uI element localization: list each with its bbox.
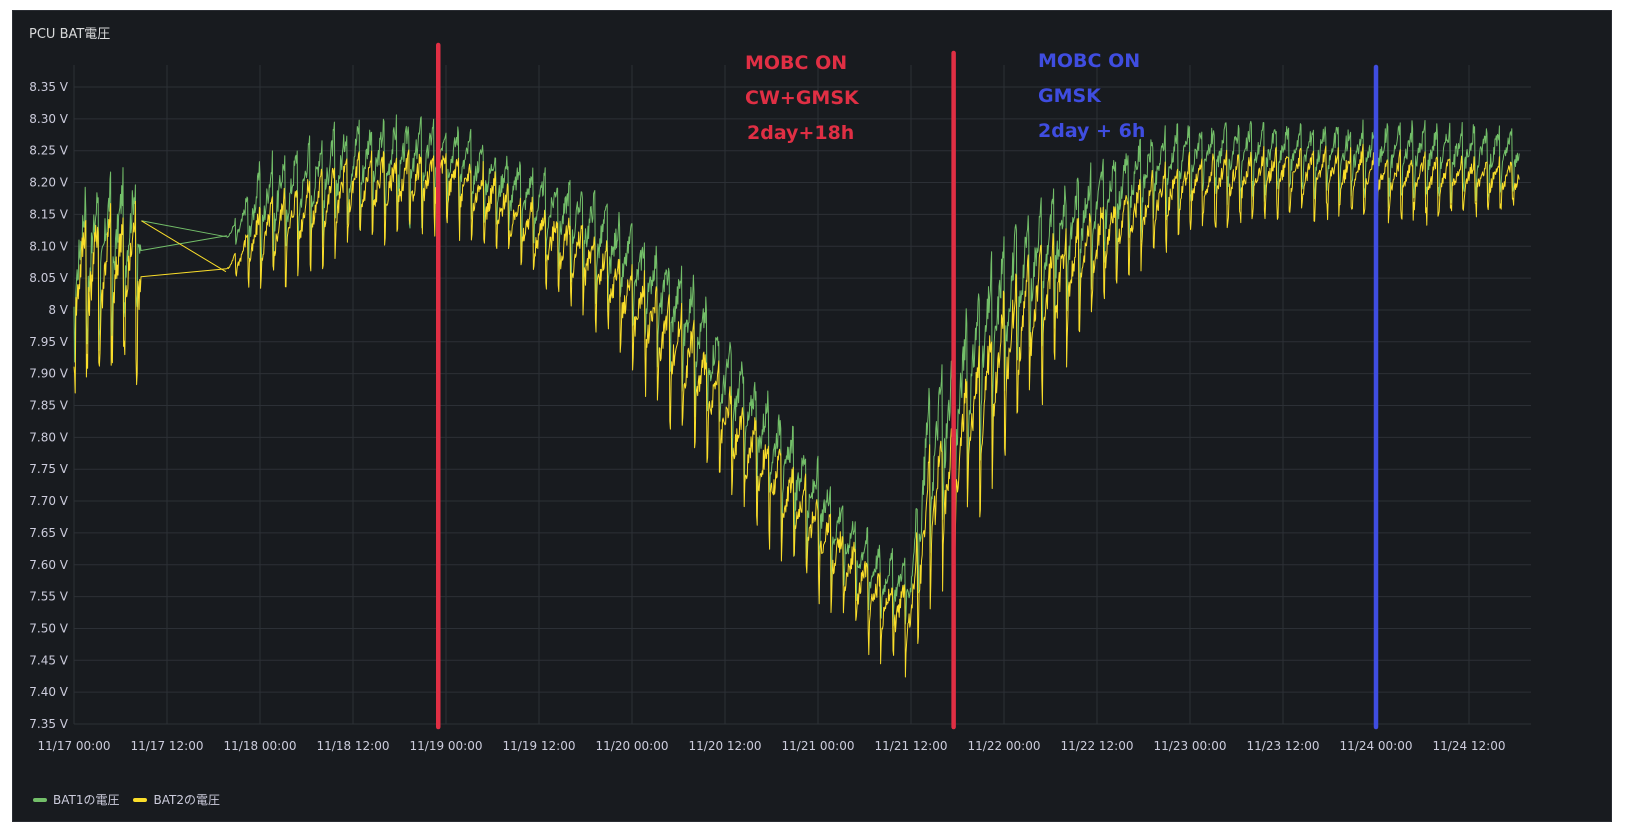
y-tick-label: 8.20 V — [29, 176, 69, 190]
annotation-1-line-1: MOBC ON — [745, 52, 847, 74]
x-tick-label: 11/21 00:00 — [782, 739, 855, 753]
y-tick-label: 7.85 V — [29, 399, 69, 413]
x-tick-label: 11/23 12:00 — [1247, 739, 1320, 753]
x-tick-label: 11/18 00:00 — [224, 739, 297, 753]
legend: BAT1の電圧 BAT2の電圧 — [33, 791, 220, 808]
annotation-2-line-1: MOBC ON — [1038, 50, 1140, 72]
gap-connector-2 — [141, 220, 227, 273]
chart-svg: 7.35 V 7.40 V 7.45 V 7.50 V 7.55 V 7.60 V 7.65… — [29, 42, 1531, 753]
annotation-2-line-2: GMSK — [1038, 85, 1102, 107]
annotation-1-line-2: CW+GMSK — [745, 87, 860, 109]
y-tick-label: 8.35 V — [29, 80, 69, 94]
y-axis-ticks: 7.35 V 7.40 V 7.45 V 7.50 V 7.55 V 7.60 V 7.65… — [29, 80, 69, 731]
x-tick-label: 11/24 00:00 — [1340, 739, 1413, 753]
series-line-bat2 — [73, 143, 1520, 678]
x-axis-ticks: 11/17 00:00 11/17 12:00 11/18 00:00 11/18 1… — [38, 739, 1506, 753]
y-tick-label: 7.95 V — [29, 335, 69, 349]
y-tick-label: 7.45 V — [29, 653, 69, 667]
y-tick-label: 7.70 V — [29, 494, 69, 508]
x-tick-label: 11/17 12:00 — [131, 739, 204, 753]
y-tick-label: 7.75 V — [29, 462, 69, 476]
x-tick-label: 11/22 12:00 — [1061, 739, 1134, 753]
annotation-1-line-3: 2day+18h — [747, 122, 854, 144]
chart-title: PCU BAT電圧 — [29, 27, 111, 42]
legend-label-bat2: BAT2の電圧 — [153, 793, 220, 807]
annotation-2-line-3: 2day + 6h — [1038, 120, 1145, 142]
x-tick-label: 11/19 00:00 — [410, 739, 483, 753]
grid — [73, 65, 1531, 725]
x-tick-label: 11/22 00:00 — [968, 739, 1041, 753]
series-layer — [73, 114, 1520, 678]
y-tick-label: 8.25 V — [29, 144, 69, 158]
chart-panel: PCU BAT電圧 7.35 V 7.40 V 7.45 V 7.50 V 7.55 V… — [12, 10, 1612, 822]
y-tick-label: 7.50 V — [29, 621, 69, 635]
y-tick-label: 8.30 V — [29, 112, 69, 126]
gap-connector-1 — [141, 220, 226, 238]
x-tick-label: 11/17 00:00 — [38, 739, 111, 753]
legend-item-bat2[interactable]: BAT2の電圧 — [133, 791, 220, 808]
x-tick-label: 11/18 12:00 — [317, 739, 390, 753]
legend-item-bat1[interactable]: BAT1の電圧 — [33, 791, 119, 808]
y-tick-label: 8.05 V — [29, 271, 69, 285]
x-tick-label: 11/24 12:00 — [1433, 739, 1506, 753]
y-tick-label: 7.90 V — [29, 367, 69, 381]
y-tick-label: 8.10 V — [29, 239, 69, 253]
legend-swatch-bat2 — [133, 797, 148, 802]
annotation-layer: MOBC ON CW+GMSK 2day+18h MOBC ON GMSK 2day + … — [745, 50, 1145, 144]
y-tick-label: 7.40 V — [29, 685, 69, 699]
x-tick-label: 11/23 00:00 — [1154, 739, 1227, 753]
y-tick-label: 7.80 V — [29, 430, 69, 444]
series-line-bat1 — [73, 114, 1520, 627]
y-tick-label: 8 V — [48, 303, 68, 317]
y-tick-label: 7.65 V — [29, 526, 69, 540]
marker-layer — [436, 42, 1379, 730]
y-tick-label: 8.15 V — [29, 207, 69, 221]
x-tick-label: 11/20 12:00 — [689, 739, 762, 753]
x-tick-label: 11/20 00:00 — [596, 739, 669, 753]
legend-swatch-bat1 — [33, 797, 47, 802]
legend-label-bat1: BAT1の電圧 — [53, 793, 120, 807]
y-tick-label: 7.60 V — [29, 558, 69, 572]
x-tick-label: 11/21 12:00 — [875, 739, 948, 753]
x-tick-label: 11/19 12:00 — [503, 739, 576, 753]
y-tick-label: 7.55 V — [29, 590, 69, 604]
y-tick-label: 7.35 V — [29, 717, 69, 731]
